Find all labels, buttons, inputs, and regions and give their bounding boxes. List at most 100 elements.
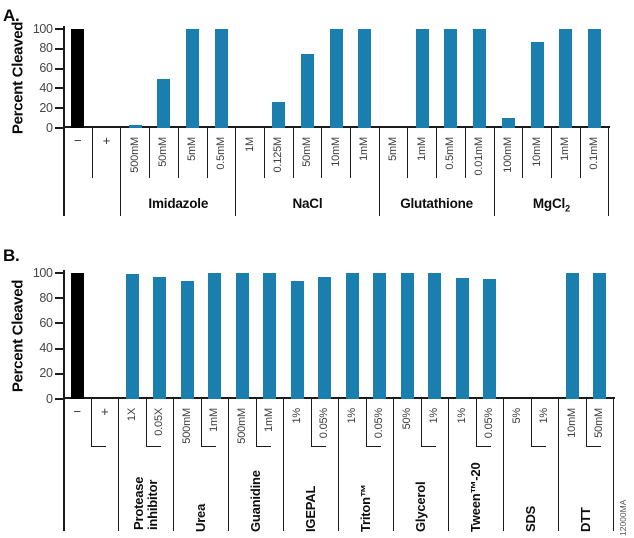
y-tick-label: 100 xyxy=(32,265,53,280)
separator-line xyxy=(407,128,409,178)
bar-label: − xyxy=(74,133,82,148)
separator-line xyxy=(350,128,351,178)
bar-0.05% xyxy=(318,276,332,399)
bar-50mM xyxy=(593,273,607,399)
bar-0.05% xyxy=(483,279,497,399)
y-tick-mark xyxy=(54,372,64,375)
group-boundary-line xyxy=(503,399,504,531)
separator-line xyxy=(177,128,179,178)
separator-line xyxy=(464,128,466,178)
separator-line xyxy=(200,399,202,447)
bar-1mM xyxy=(415,29,429,128)
separator-line xyxy=(149,128,151,178)
bar-10mM xyxy=(565,273,579,399)
separator-line xyxy=(550,128,552,178)
separator-line xyxy=(255,399,257,447)
y-tick-mark xyxy=(54,28,64,30)
bar-− xyxy=(71,29,85,128)
y-tick-mark xyxy=(54,127,64,129)
bar-1% xyxy=(345,273,359,399)
bar-50mM xyxy=(157,78,171,128)
panel-b-letter: B. xyxy=(3,246,20,265)
bar-10mM xyxy=(329,29,343,128)
separator-foot xyxy=(475,446,491,447)
separator-line xyxy=(206,128,208,178)
y-tick-mark xyxy=(54,67,64,70)
bar-1% xyxy=(428,273,442,399)
y-tick-mark xyxy=(54,322,64,325)
bar-label: − xyxy=(73,404,82,419)
separator-line xyxy=(585,399,587,447)
separator-line xyxy=(420,399,422,447)
separator-foot xyxy=(365,446,381,447)
y-tick-label: 0 xyxy=(45,120,53,135)
bar-0.05X xyxy=(153,276,167,399)
bar-0.01mM xyxy=(473,29,487,128)
y-tick-mark xyxy=(54,398,64,400)
y-axis-line xyxy=(62,270,65,531)
bar-label: + xyxy=(102,133,111,148)
separator-line xyxy=(145,399,147,447)
separator-line xyxy=(475,399,477,447)
bar-500mM xyxy=(235,273,249,399)
y-tick-label: 60 xyxy=(39,61,53,76)
y-axis-line xyxy=(62,26,65,216)
bar-500mM xyxy=(180,280,194,399)
bar-100mM xyxy=(501,118,515,128)
y-tick-label: 40 xyxy=(39,341,53,356)
group-label-Imidazole: Imidazole xyxy=(148,196,209,211)
separator-line xyxy=(310,399,312,447)
y-tick-label: 100 xyxy=(32,21,53,36)
group-label-MgCl: MgCl2 xyxy=(532,196,570,214)
separator-foot xyxy=(145,446,161,447)
bar-50% xyxy=(400,273,414,399)
separator-line xyxy=(321,128,323,178)
group-boundary-line xyxy=(173,399,174,531)
y-tick-mark xyxy=(54,47,64,50)
group-label-NaCl: NaCl xyxy=(292,196,323,211)
group-boundary-line xyxy=(448,399,449,531)
y-tick-label: 60 xyxy=(39,315,53,330)
y-tick-mark xyxy=(54,347,64,350)
separator-line xyxy=(530,399,532,447)
bar-1mM xyxy=(263,273,277,399)
group-boundary-line xyxy=(118,399,119,531)
bar-1mM xyxy=(559,29,573,128)
y-tick-mark xyxy=(54,107,64,110)
bar-label: + xyxy=(100,404,109,419)
bar-− xyxy=(70,273,84,399)
bar-0.05% xyxy=(373,273,387,399)
group-boundary-line xyxy=(558,399,559,531)
separator-line xyxy=(436,128,438,178)
separator-foot xyxy=(310,446,326,447)
bar-1mM xyxy=(358,29,372,128)
bar-5mM xyxy=(186,29,200,128)
panel-a-letter: A. xyxy=(3,6,20,25)
y-tick-mark xyxy=(54,297,64,300)
group-boundary-line xyxy=(393,399,394,531)
group-boundary-line xyxy=(283,399,284,531)
separator-line xyxy=(365,399,367,447)
bar-50mM xyxy=(300,53,314,128)
group-boundary-line xyxy=(338,399,339,531)
separator-line xyxy=(263,128,265,178)
bar-0.5mM xyxy=(214,29,228,128)
group-boundary-line xyxy=(608,128,610,216)
y-tick-label: 40 xyxy=(39,80,53,95)
bar-1% xyxy=(290,280,304,399)
y-tick-mark xyxy=(54,87,64,90)
y-tick-label: 80 xyxy=(39,41,53,56)
separator-line xyxy=(90,399,92,447)
separator-foot xyxy=(200,446,216,447)
separator-foot xyxy=(255,446,271,447)
bar-0.5mM xyxy=(444,29,458,128)
bar-1mM xyxy=(208,273,222,399)
group-label-Glutathione: Glutathione xyxy=(400,196,473,211)
separator-foot xyxy=(420,446,436,447)
y-tick-label: 20 xyxy=(39,366,53,381)
bar-1% xyxy=(455,278,469,399)
group-boundary-line xyxy=(120,128,122,216)
bar-0.1mM xyxy=(587,29,601,128)
separator-line xyxy=(91,128,93,178)
